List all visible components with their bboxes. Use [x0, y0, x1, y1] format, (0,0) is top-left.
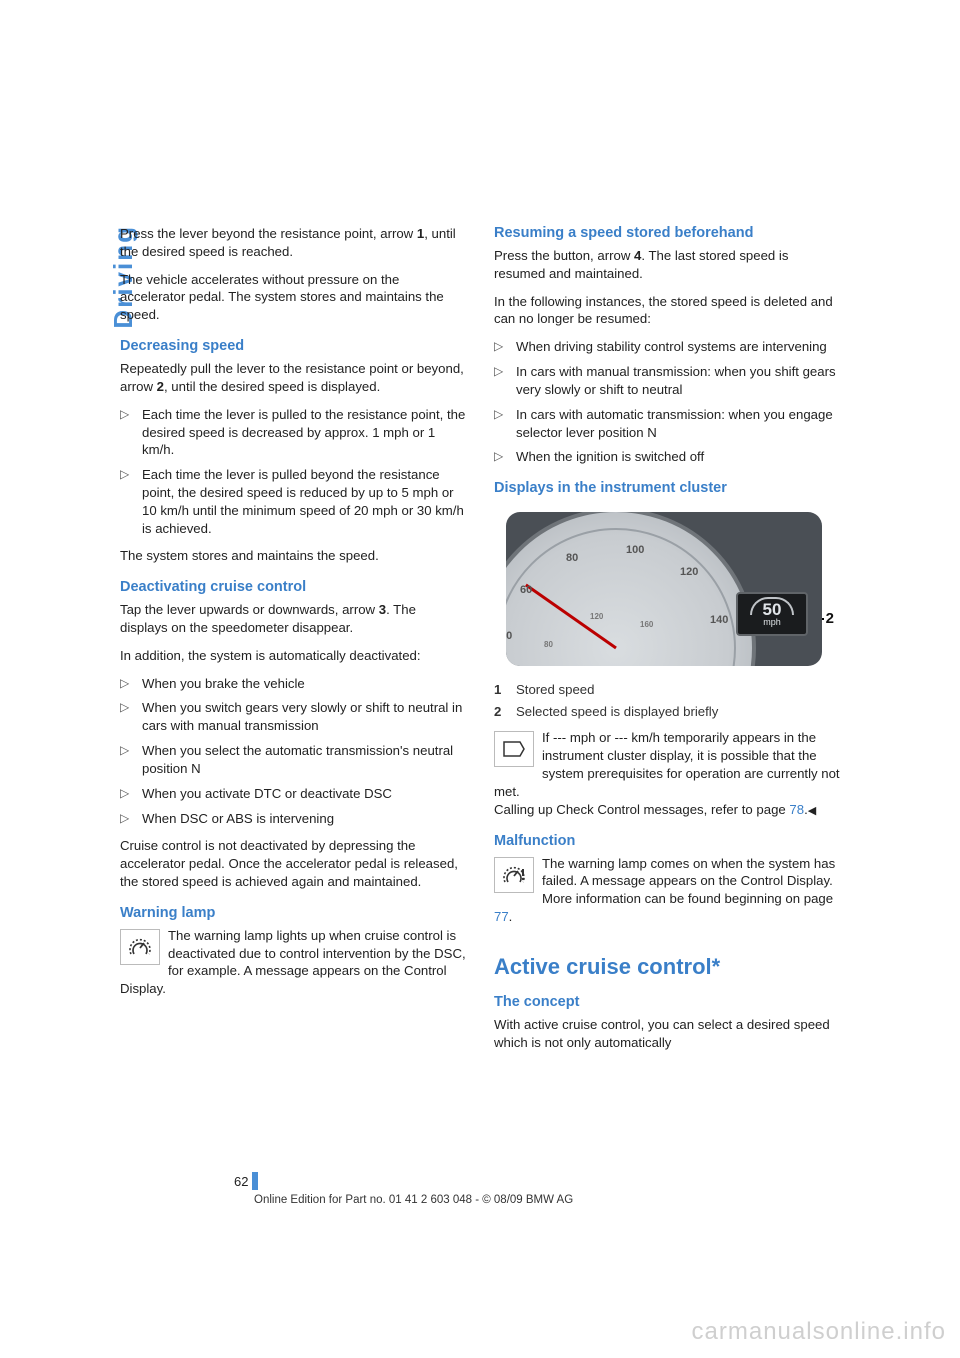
right-column: Resuming a speed stored beforehand Press…: [494, 225, 840, 1061]
gauge-inner-tick-label: 120: [590, 612, 603, 621]
legend-num: 2: [494, 702, 516, 721]
footer-text: Online Edition for Part no. 01 41 2 603 …: [254, 1194, 573, 1206]
concept-paragraph: With active cruise control, you can sele…: [494, 1016, 840, 1052]
list-item: When the ignition is switched off: [494, 448, 840, 466]
note-icon: [494, 731, 534, 767]
malfunction-block: The warning lamp comes on when the syste…: [494, 855, 840, 926]
list-item: When DSC or ABS is intervening: [120, 810, 466, 828]
list-item: When you switch gears very slowly or shi…: [120, 699, 466, 735]
page-link-77[interactable]: 77: [494, 909, 509, 924]
legend-text: Stored speed: [516, 680, 840, 699]
decreasing-paragraph: Repeatedly pull the lever to the resista…: [120, 360, 466, 396]
page-content: Press the lever beyond the resistance po…: [120, 225, 840, 1061]
legend-text: Selected speed is displayed briefly: [516, 702, 840, 721]
resuming-p1: Press the button, arrow 4. The last stor…: [494, 247, 840, 283]
heading-active-cruise: Active cruise control*: [494, 954, 840, 980]
instrument-cluster: 2040608010012014016080120160 50 mph: [506, 512, 822, 666]
heading-warning-lamp: Warning lamp: [120, 905, 466, 921]
list-item: Each time the lever is pulled to the res…: [120, 406, 466, 459]
gauge-tick-label: 100: [626, 544, 644, 556]
callout-2: 2: [826, 610, 834, 627]
gauge-inner-tick-label: 160: [640, 620, 653, 629]
heading-concept: The concept: [494, 994, 840, 1010]
list-item: Each time the lever is pulled beyond the…: [120, 466, 466, 537]
heading-deactivating: Deactivating cruise control: [120, 579, 466, 595]
legend-num: 1: [494, 680, 516, 699]
page-number: 62: [234, 1174, 248, 1189]
heading-displays: Displays in the instrument cluster: [494, 480, 840, 496]
intro-paragraph: Press the lever beyond the resistance po…: [120, 225, 466, 261]
deactivating-p2: In addition, the system is automatically…: [120, 647, 466, 665]
list-item: When you select the automatic transmissi…: [120, 742, 466, 778]
speedometer-needle: [525, 584, 617, 650]
malfunction-warning-icon: [494, 857, 534, 893]
list-item: In cars with automatic transmission: whe…: [494, 406, 840, 442]
decreasing-after: The system stores and maintains the spee…: [120, 547, 466, 565]
instrument-cluster-figure: 1 2 2040608010012014016080120160 50 mph: [494, 502, 834, 672]
warning-lamp-text: The warning lamp lights up when cruise c…: [120, 928, 466, 996]
list-item: In cars with manual transmission: when y…: [494, 363, 840, 399]
warning-lamp-block: The warning lamp lights up when cruise c…: [120, 927, 466, 998]
gauge-tick-label: 40: [506, 630, 512, 642]
list-item: When you brake the vehicle: [120, 675, 466, 693]
deactivating-list: When you brake the vehicle When you swit…: [120, 675, 466, 828]
lcd-speed-unit: mph: [763, 618, 781, 627]
decreasing-list: Each time the lever is pulled to the res…: [120, 406, 466, 538]
gauge-inner-tick-label: 80: [544, 640, 553, 649]
list-item: When you activate DTC or deactivate DSC: [120, 785, 466, 803]
resuming-list: When driving stability control systems a…: [494, 338, 840, 466]
heading-decreasing-speed: Decreasing speed: [120, 338, 466, 354]
cruise-warning-icon: [120, 929, 160, 965]
page-number-block: 62: [234, 1172, 258, 1190]
gauge-tick-label: 80: [566, 552, 578, 564]
list-item: When driving stability control systems a…: [494, 338, 840, 356]
speedometer-gauge: 2040608010012014016080120160: [506, 512, 756, 666]
note-block: If --- mph or --- km/h temporarily appea…: [494, 729, 840, 818]
lcd-display: 50 mph: [736, 592, 808, 636]
intro-paragraph-2: The vehicle accelerates without pressure…: [120, 271, 466, 324]
heading-malfunction: Malfunction: [494, 833, 840, 849]
gauge-tick-label: 120: [680, 566, 698, 578]
watermark-text: carmanualsonline.info: [692, 1318, 946, 1346]
left-column: Press the lever beyond the resistance po…: [120, 225, 466, 1061]
deactivating-after: Cruise control is not deactivated by dep…: [120, 837, 466, 890]
resuming-p2: In the following instances, the stored s…: [494, 293, 840, 329]
page-link-78[interactable]: 78: [789, 802, 804, 817]
gauge-tick-label: 60: [520, 584, 532, 596]
deactivating-p1: Tap the lever upwards or downwards, arro…: [120, 601, 466, 637]
page-number-tab: [252, 1172, 258, 1190]
figure-legend: 1Stored speed 2Selected speed is display…: [494, 680, 840, 721]
gauge-tick-label: 140: [710, 614, 728, 626]
heading-resuming: Resuming a speed stored beforehand: [494, 225, 840, 241]
